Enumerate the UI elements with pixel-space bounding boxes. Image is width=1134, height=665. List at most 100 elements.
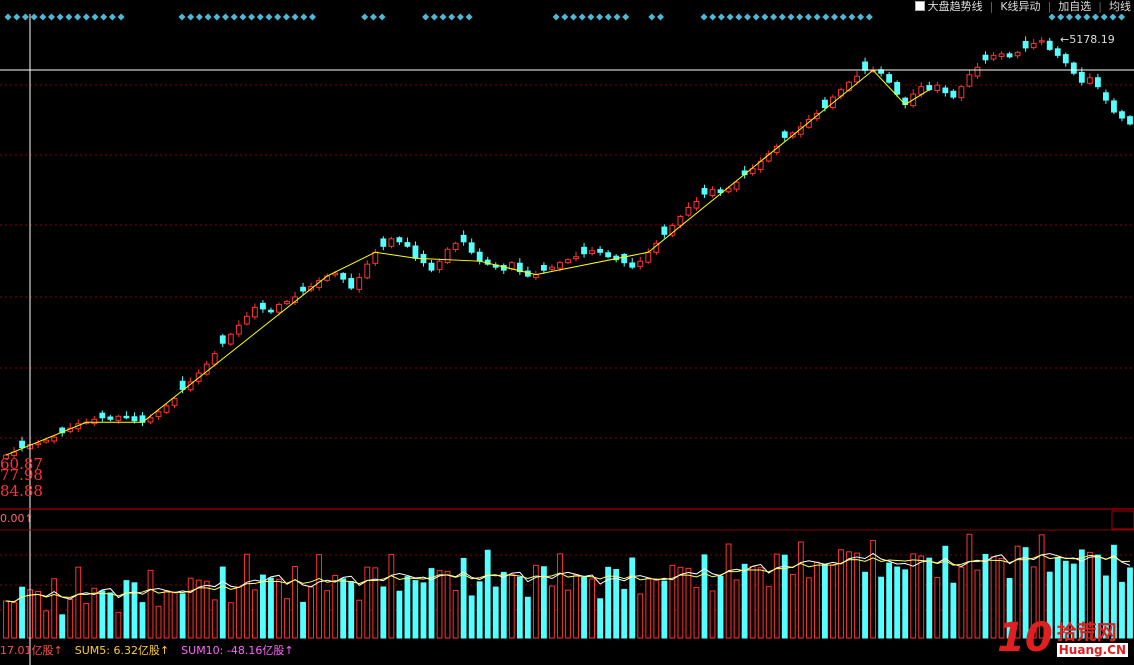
candle-body [573, 256, 579, 260]
signal-diamond [839, 13, 847, 21]
candle-body [661, 226, 668, 235]
volume-bar [1070, 563, 1077, 639]
signal-diamond [587, 13, 595, 21]
volume-bar [268, 577, 274, 639]
top-toolbar: 大盘趋势线 | K线异动 | 加自选 | 均线 [911, 0, 1134, 14]
kline-alert-button[interactable]: K线异动 [1000, 0, 1041, 13]
candle-body [1078, 71, 1085, 83]
toolbar-separator: | [989, 0, 994, 13]
candle-body [43, 439, 50, 443]
signal-diamond [1083, 13, 1091, 21]
volume-bar [516, 576, 523, 639]
volume-bar [621, 588, 628, 639]
candle-body [147, 417, 154, 423]
volume-bar [886, 562, 893, 639]
volume-bar [460, 557, 467, 639]
candle-body [597, 248, 604, 253]
signal-diamond [1048, 13, 1056, 21]
signal-diamond [369, 13, 377, 21]
signal-diamond [700, 13, 708, 21]
volume-bar [500, 571, 507, 639]
volume-bar [107, 592, 114, 639]
volume-bar [918, 555, 925, 639]
candle-body [541, 265, 547, 271]
candle-body [894, 81, 901, 95]
volume-bar [1119, 581, 1125, 639]
volume-bar [444, 570, 451, 639]
signal-diamond [770, 13, 778, 21]
signal-diamond-row [4, 13, 1126, 21]
candle-body [549, 266, 555, 270]
volume-bar [773, 553, 780, 639]
candle-body [452, 242, 459, 251]
volume-bar [789, 573, 796, 639]
trend-line-toggle[interactable]: 大盘趋势线 [912, 0, 986, 14]
signal-diamond [1057, 13, 1065, 21]
signal-diamond [813, 13, 821, 21]
checkbox-icon[interactable] [914, 1, 925, 11]
volume-bar [348, 581, 355, 639]
signal-diamond [552, 13, 560, 21]
candle-body [332, 272, 339, 276]
volume-bar [428, 568, 435, 639]
volume-bar [637, 593, 644, 639]
volume-bar [589, 578, 595, 639]
candle-body [19, 440, 25, 449]
signal-diamond [578, 13, 586, 21]
volume-bar [219, 566, 226, 639]
volume-bar [1127, 567, 1133, 639]
signal-diamond [178, 13, 186, 21]
signal-diamond [561, 13, 569, 21]
candle-body [765, 153, 772, 162]
volume-bar [613, 569, 620, 639]
signal-diamond [4, 13, 12, 21]
volume-bar [709, 590, 716, 639]
candle-body [862, 61, 868, 71]
volume-bar [805, 577, 812, 639]
candle-body [942, 87, 949, 94]
volume-bar [1062, 560, 1069, 639]
candle-body [179, 380, 186, 390]
volume-bar [59, 614, 66, 639]
candle-body [725, 187, 732, 193]
candle-body [990, 54, 997, 60]
candle-body [276, 303, 282, 313]
candle-body [1038, 40, 1045, 43]
candlestick-series [3, 36, 1133, 461]
candle-body [380, 238, 387, 247]
toolbar-separator: | [1047, 0, 1052, 13]
signal-diamond [596, 13, 604, 21]
signal-diamond [796, 13, 804, 21]
volume-bar [813, 561, 820, 639]
signal-diamond [857, 13, 865, 21]
candle-body [1006, 53, 1013, 58]
volume-bar [524, 596, 531, 639]
volume-bar [693, 586, 700, 639]
signal-diamond [439, 13, 447, 21]
volume-footer: 17.01亿股↑ SUM5: 6.32亿股↑ SUM10: -48.16亿股↑ [0, 642, 294, 658]
candle-body [974, 66, 981, 77]
volume-bar [1022, 547, 1029, 639]
volume-bar [878, 576, 885, 639]
ma-button[interactable]: 均线 [1109, 0, 1131, 13]
volume-bar [35, 590, 42, 639]
candle-body [773, 145, 780, 153]
candle-body [412, 245, 419, 259]
candle-body [91, 418, 98, 425]
signal-diamond [309, 13, 316, 21]
volume-bar [685, 567, 692, 639]
candle-body [516, 262, 523, 273]
candle-body [396, 237, 403, 243]
volume-bar [67, 598, 74, 639]
add-watchlist-button[interactable]: 加自选 [1058, 0, 1092, 13]
volume-header: 0.00↑ [0, 512, 34, 525]
ma-value-1: 60.87 [0, 455, 43, 473]
candle-body [557, 262, 563, 269]
candle-body [950, 90, 957, 98]
volume-bar [1094, 554, 1101, 639]
volume-bar [3, 600, 9, 639]
volume-bar [284, 598, 290, 639]
volume-bar [532, 564, 539, 639]
signal-diamond [831, 13, 838, 21]
